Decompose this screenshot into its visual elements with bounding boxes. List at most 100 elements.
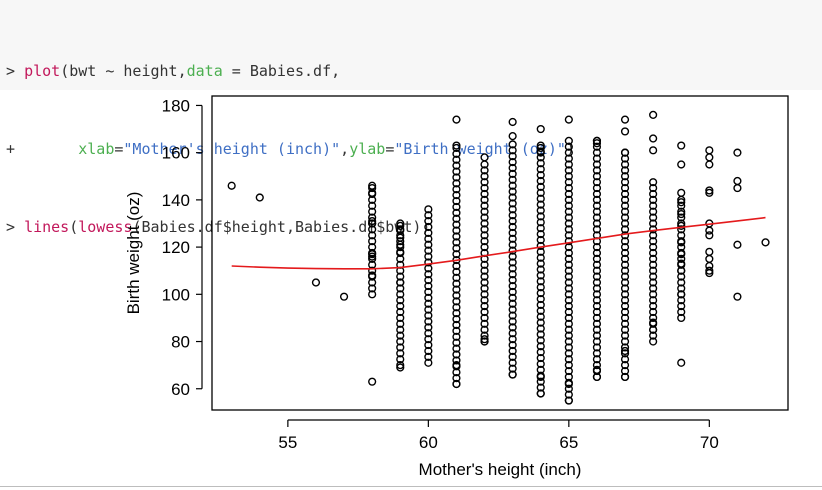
data-point	[368, 290, 377, 299]
data-point	[733, 176, 742, 186]
data-point	[396, 225, 405, 234]
code-token: lines	[24, 218, 70, 236]
data-point	[424, 205, 433, 214]
code-token: = Babies.df,	[222, 62, 341, 80]
data-point	[536, 342, 545, 351]
data-point	[592, 319, 602, 328]
data-point	[508, 299, 517, 308]
data-point	[592, 160, 602, 169]
data-point	[620, 361, 630, 370]
data-point	[452, 115, 461, 124]
data-point	[424, 346, 433, 356]
data-point	[480, 284, 489, 293]
data-point	[649, 146, 658, 155]
data-point	[620, 219, 630, 228]
data-point	[649, 254, 658, 264]
data-point	[677, 307, 686, 317]
data-point	[508, 132, 517, 141]
data-point	[649, 260, 658, 269]
data-point	[564, 384, 573, 393]
data-point	[564, 378, 573, 387]
data-point	[396, 361, 405, 370]
data-point	[649, 195, 658, 204]
data-point	[396, 307, 405, 317]
data-point	[508, 187, 517, 196]
data-point	[396, 343, 405, 352]
data-point	[396, 221, 405, 230]
y-axis: 60 80 100 120 140 160 180	[162, 96, 203, 399]
data-point	[649, 278, 658, 287]
data-point	[368, 189, 377, 199]
data-point	[592, 272, 602, 281]
data-point	[508, 340, 517, 350]
data-point	[677, 237, 686, 246]
data-point	[677, 188, 686, 197]
data-point	[620, 355, 630, 364]
data-point	[452, 238, 461, 247]
data-point	[536, 336, 545, 345]
data-point	[396, 278, 405, 287]
data-point	[480, 290, 489, 299]
data-point	[508, 252, 517, 261]
data-point	[649, 290, 658, 299]
y-tick-label: 160	[162, 144, 190, 163]
data-point	[592, 166, 602, 175]
data-point	[508, 117, 517, 127]
data-point	[564, 272, 573, 281]
data-point	[733, 240, 742, 249]
data-point	[536, 289, 545, 298]
data-point	[592, 325, 602, 334]
data-point	[677, 254, 686, 264]
code-token: =	[114, 140, 124, 158]
data-point	[396, 355, 405, 364]
data-point	[536, 218, 545, 227]
data-point	[620, 148, 630, 157]
data-point	[536, 353, 545, 363]
data-point	[508, 193, 517, 202]
data-point	[620, 254, 630, 264]
data-point	[592, 260, 602, 269]
data-point	[564, 142, 573, 151]
data-point	[592, 361, 602, 370]
data-point	[592, 213, 602, 222]
data-point	[677, 278, 686, 287]
data-point	[480, 183, 489, 193]
data-point	[480, 325, 489, 334]
data-point	[424, 299, 433, 308]
data-point	[536, 271, 545, 280]
data-point	[508, 293, 517, 302]
data-point	[452, 185, 461, 194]
data-point	[677, 242, 686, 252]
data-point	[424, 228, 433, 238]
data-point	[705, 268, 714, 278]
data-point	[396, 290, 405, 299]
data-point	[508, 370, 517, 379]
data-point	[508, 276, 517, 285]
data-point	[508, 217, 517, 226]
data-point	[564, 195, 573, 204]
data-point	[508, 329, 517, 338]
data-point	[677, 358, 686, 367]
data-point	[452, 226, 461, 235]
code-token: >	[6, 218, 25, 236]
data-point	[564, 231, 573, 240]
data-point	[368, 266, 377, 275]
code-token: (Babies.df$height,Babies.df$bwt))	[132, 218, 431, 236]
data-point	[592, 148, 602, 157]
data-point	[424, 311, 433, 320]
data-point	[705, 160, 714, 169]
data-point	[649, 183, 658, 193]
data-point	[620, 237, 630, 246]
data-point	[452, 356, 461, 365]
data-point	[536, 170, 545, 180]
data-point	[452, 362, 461, 371]
data-point	[564, 361, 573, 370]
data-point	[368, 284, 377, 293]
data-point	[620, 189, 630, 199]
data-point	[620, 172, 630, 181]
data-point	[480, 296, 489, 305]
data-point	[536, 294, 545, 304]
data-point	[564, 284, 573, 293]
code-token: data	[186, 62, 223, 80]
data-point	[649, 207, 658, 216]
